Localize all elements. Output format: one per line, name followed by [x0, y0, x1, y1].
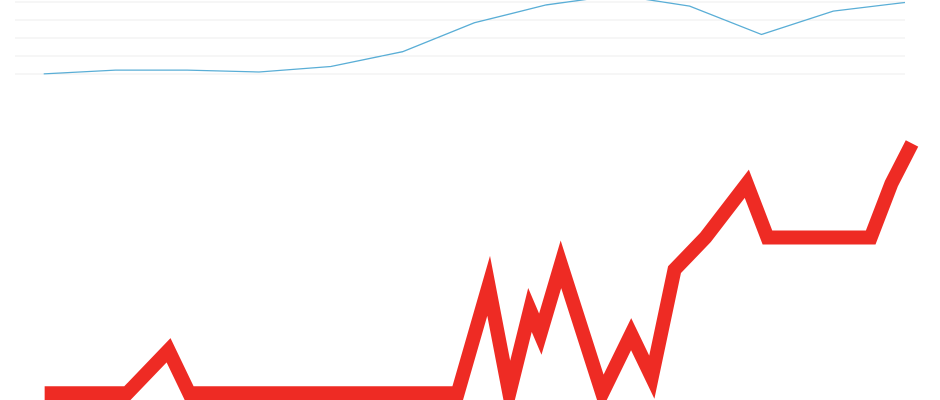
series-line-0	[44, 140, 919, 400]
top-chart-gridlines	[15, 1, 905, 75]
top-line-chart	[15, 0, 906, 75]
bottom-line-chart	[44, 140, 919, 400]
bottom-chart-series	[44, 140, 919, 400]
series-line-0	[43, 0, 906, 75]
top-chart-series	[43, 0, 906, 75]
